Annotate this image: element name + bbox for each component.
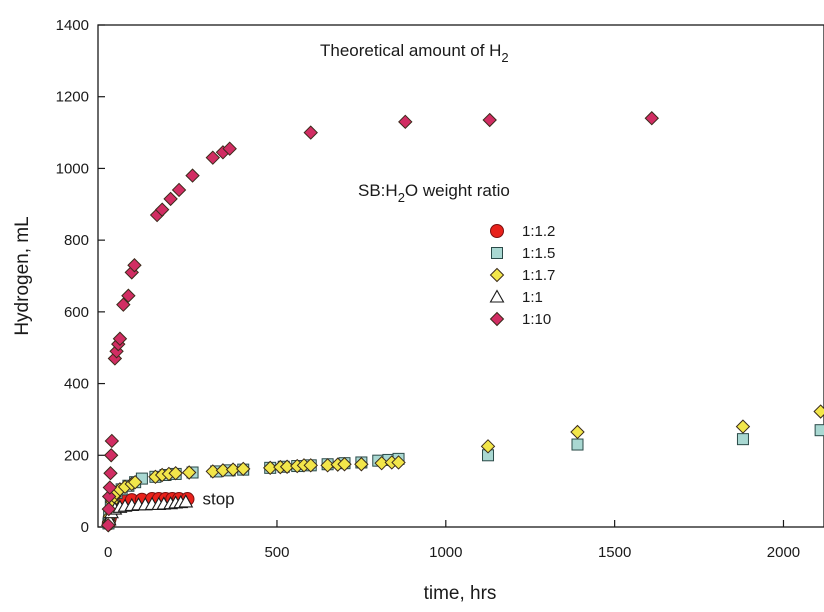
x-tick-label: 0 (104, 544, 112, 561)
data-point (101, 489, 117, 504)
y-tick-label: 200 (64, 447, 89, 464)
data-point (181, 465, 197, 480)
x-tick-label: 1500 (598, 544, 631, 561)
data-point (235, 461, 251, 477)
data-point (736, 433, 749, 446)
y-tick-label: 0 (81, 519, 89, 536)
x-tick-label: 1000 (429, 544, 462, 561)
y-tick-label: 600 (64, 304, 89, 321)
y-tick-label: 400 (64, 376, 89, 393)
theoretical-amount-annotation: Theoretical amount of H2 (320, 41, 509, 65)
tick-marks: 0 200 400 600 800 1000 1200 1400 0 500 1000 1500 200… (56, 17, 801, 561)
data-point (482, 112, 497, 128)
data-point (374, 455, 389, 471)
legend-label: 1:1.7 (522, 267, 555, 284)
y-tick-label: 800 (64, 232, 89, 249)
data-point (570, 424, 585, 440)
data-point (571, 438, 584, 451)
legend-label: 1:10 (522, 311, 551, 328)
data-point (320, 458, 335, 473)
data-point (337, 457, 352, 472)
data-point (303, 125, 318, 140)
legend-marker (489, 311, 505, 327)
data-point (813, 404, 824, 419)
data-point (101, 501, 117, 517)
data-point (279, 459, 295, 474)
stop-annotation: stop (202, 489, 234, 508)
data-point (185, 168, 200, 183)
legend-title-subscript: 2 (398, 190, 405, 205)
y-tick-label: 1200 (56, 89, 89, 106)
theoretical-subscript: 2 (501, 50, 508, 65)
data-point (225, 462, 241, 477)
data-point (103, 448, 119, 463)
series-1-10 (100, 111, 659, 533)
legend-title-part-1: SB:H (358, 181, 398, 200)
data-point (116, 297, 131, 312)
theoretical-main-text: Theoretical amount of H (320, 41, 501, 60)
x-tick-label: 2000 (767, 544, 800, 561)
data-point (398, 114, 413, 130)
data-point (354, 457, 369, 472)
y-tick-label: 1000 (56, 160, 89, 177)
x-tick-label: 500 (264, 544, 289, 561)
data-point (205, 150, 221, 165)
axes (97, 24, 824, 528)
data-point (480, 439, 496, 454)
y-axis-title: Hydrogen, mL (12, 216, 33, 335)
plot-frame (97, 24, 824, 528)
data-point (644, 111, 659, 126)
data-point (814, 424, 824, 437)
data-point (103, 466, 118, 481)
data-point (222, 141, 237, 156)
data-point (735, 419, 751, 434)
legend-marker (491, 247, 503, 259)
legend-label: 1:1 (522, 289, 543, 306)
data-point (100, 518, 116, 533)
data-point (121, 288, 136, 303)
data-point (303, 458, 318, 473)
legend-marker (489, 289, 505, 303)
data-points (100, 111, 824, 533)
data-point (168, 466, 183, 481)
legend-marker (490, 224, 504, 238)
data-point (154, 202, 170, 217)
y-tick-label: 1400 (56, 17, 89, 34)
legend-label: 1:1.2 (522, 223, 555, 240)
data-point (163, 191, 178, 207)
data-point (127, 258, 142, 273)
data-point (104, 433, 120, 449)
data-point (215, 463, 231, 478)
x-axis-title: time, hrs (424, 583, 497, 604)
legend-title-part-2: O weight ratio (405, 181, 510, 200)
data-point (391, 455, 406, 470)
data-point (102, 480, 118, 495)
legend: SB:H2O weight ratio 1:1.2 1:1.5 1:1.7 1:1 1:… (358, 181, 555, 328)
data-point (112, 331, 128, 346)
data-point (263, 460, 278, 476)
data-point (127, 474, 143, 490)
series-1-1-7 (101, 404, 824, 533)
data-point (171, 182, 187, 198)
legend-label: 1:1.5 (522, 245, 555, 262)
legend-title: SB:H2O weight ratio (358, 181, 510, 205)
legend-marker (489, 267, 505, 283)
data-point (178, 494, 194, 508)
